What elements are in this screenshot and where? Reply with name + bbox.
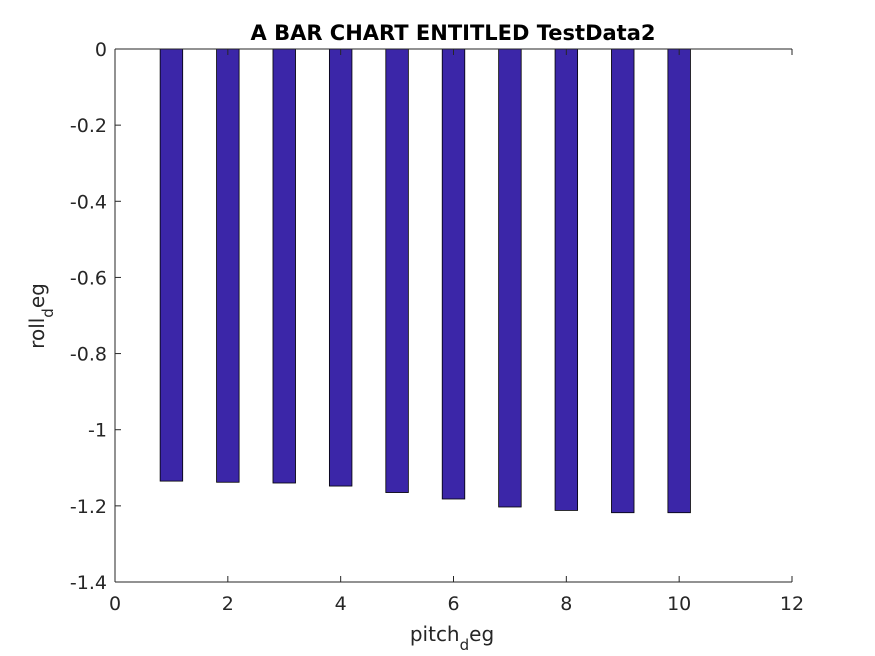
y-axis-label-rest: eg [25, 283, 49, 308]
bar-2 [216, 48, 240, 483]
y-axis-label-main: roll [25, 318, 49, 349]
y-tick-label: -1.2 [70, 496, 107, 518]
bar-3 [272, 48, 296, 484]
bar-6 [441, 48, 466, 500]
y-axis-ticks: 0 -0.2 -0.4 -0.6 -0.8 -1 -1.2 -1.4 [70, 39, 121, 594]
chart-title: A BAR CHART ENTITLED TestData2 [251, 21, 656, 45]
x-tick-label: 0 [109, 593, 121, 615]
y-tick-label: -1 [88, 420, 107, 442]
y-tick-label: -1.4 [70, 572, 107, 594]
bars-group [159, 48, 691, 514]
y-axis-label-sub: d [39, 308, 57, 318]
bar-7 [498, 48, 522, 508]
bar-4 [328, 48, 353, 487]
y-tick-label: -0.4 [70, 191, 107, 213]
bar-10 [667, 48, 691, 514]
x-axis-label-main: pitch [410, 622, 460, 646]
bar-5 [385, 48, 409, 493]
x-tick-label: 2 [222, 593, 234, 615]
y-tick-label: -0.6 [70, 267, 107, 289]
x-axis-label-rest: eg [469, 622, 494, 646]
x-tick-label: 6 [447, 593, 459, 615]
x-tick-label: 8 [560, 593, 572, 615]
bar-9 [611, 48, 635, 514]
bar-1 [159, 48, 184, 482]
y-tick-label: -0.8 [70, 344, 107, 366]
x-axis-label-sub: d [460, 636, 470, 654]
x-tick-label: 12 [780, 593, 804, 615]
x-axis-ticks: 0 2 4 6 8 10 12 [109, 49, 804, 615]
y-axis-label: rolldeg [25, 283, 57, 349]
bar-8 [554, 48, 579, 511]
x-tick-label: 10 [667, 593, 691, 615]
y-tick-label: -0.2 [70, 115, 107, 137]
x-axis-label: pitchdeg [410, 622, 494, 654]
x-tick-label: 4 [335, 593, 347, 615]
y-tick-label: 0 [95, 39, 107, 61]
